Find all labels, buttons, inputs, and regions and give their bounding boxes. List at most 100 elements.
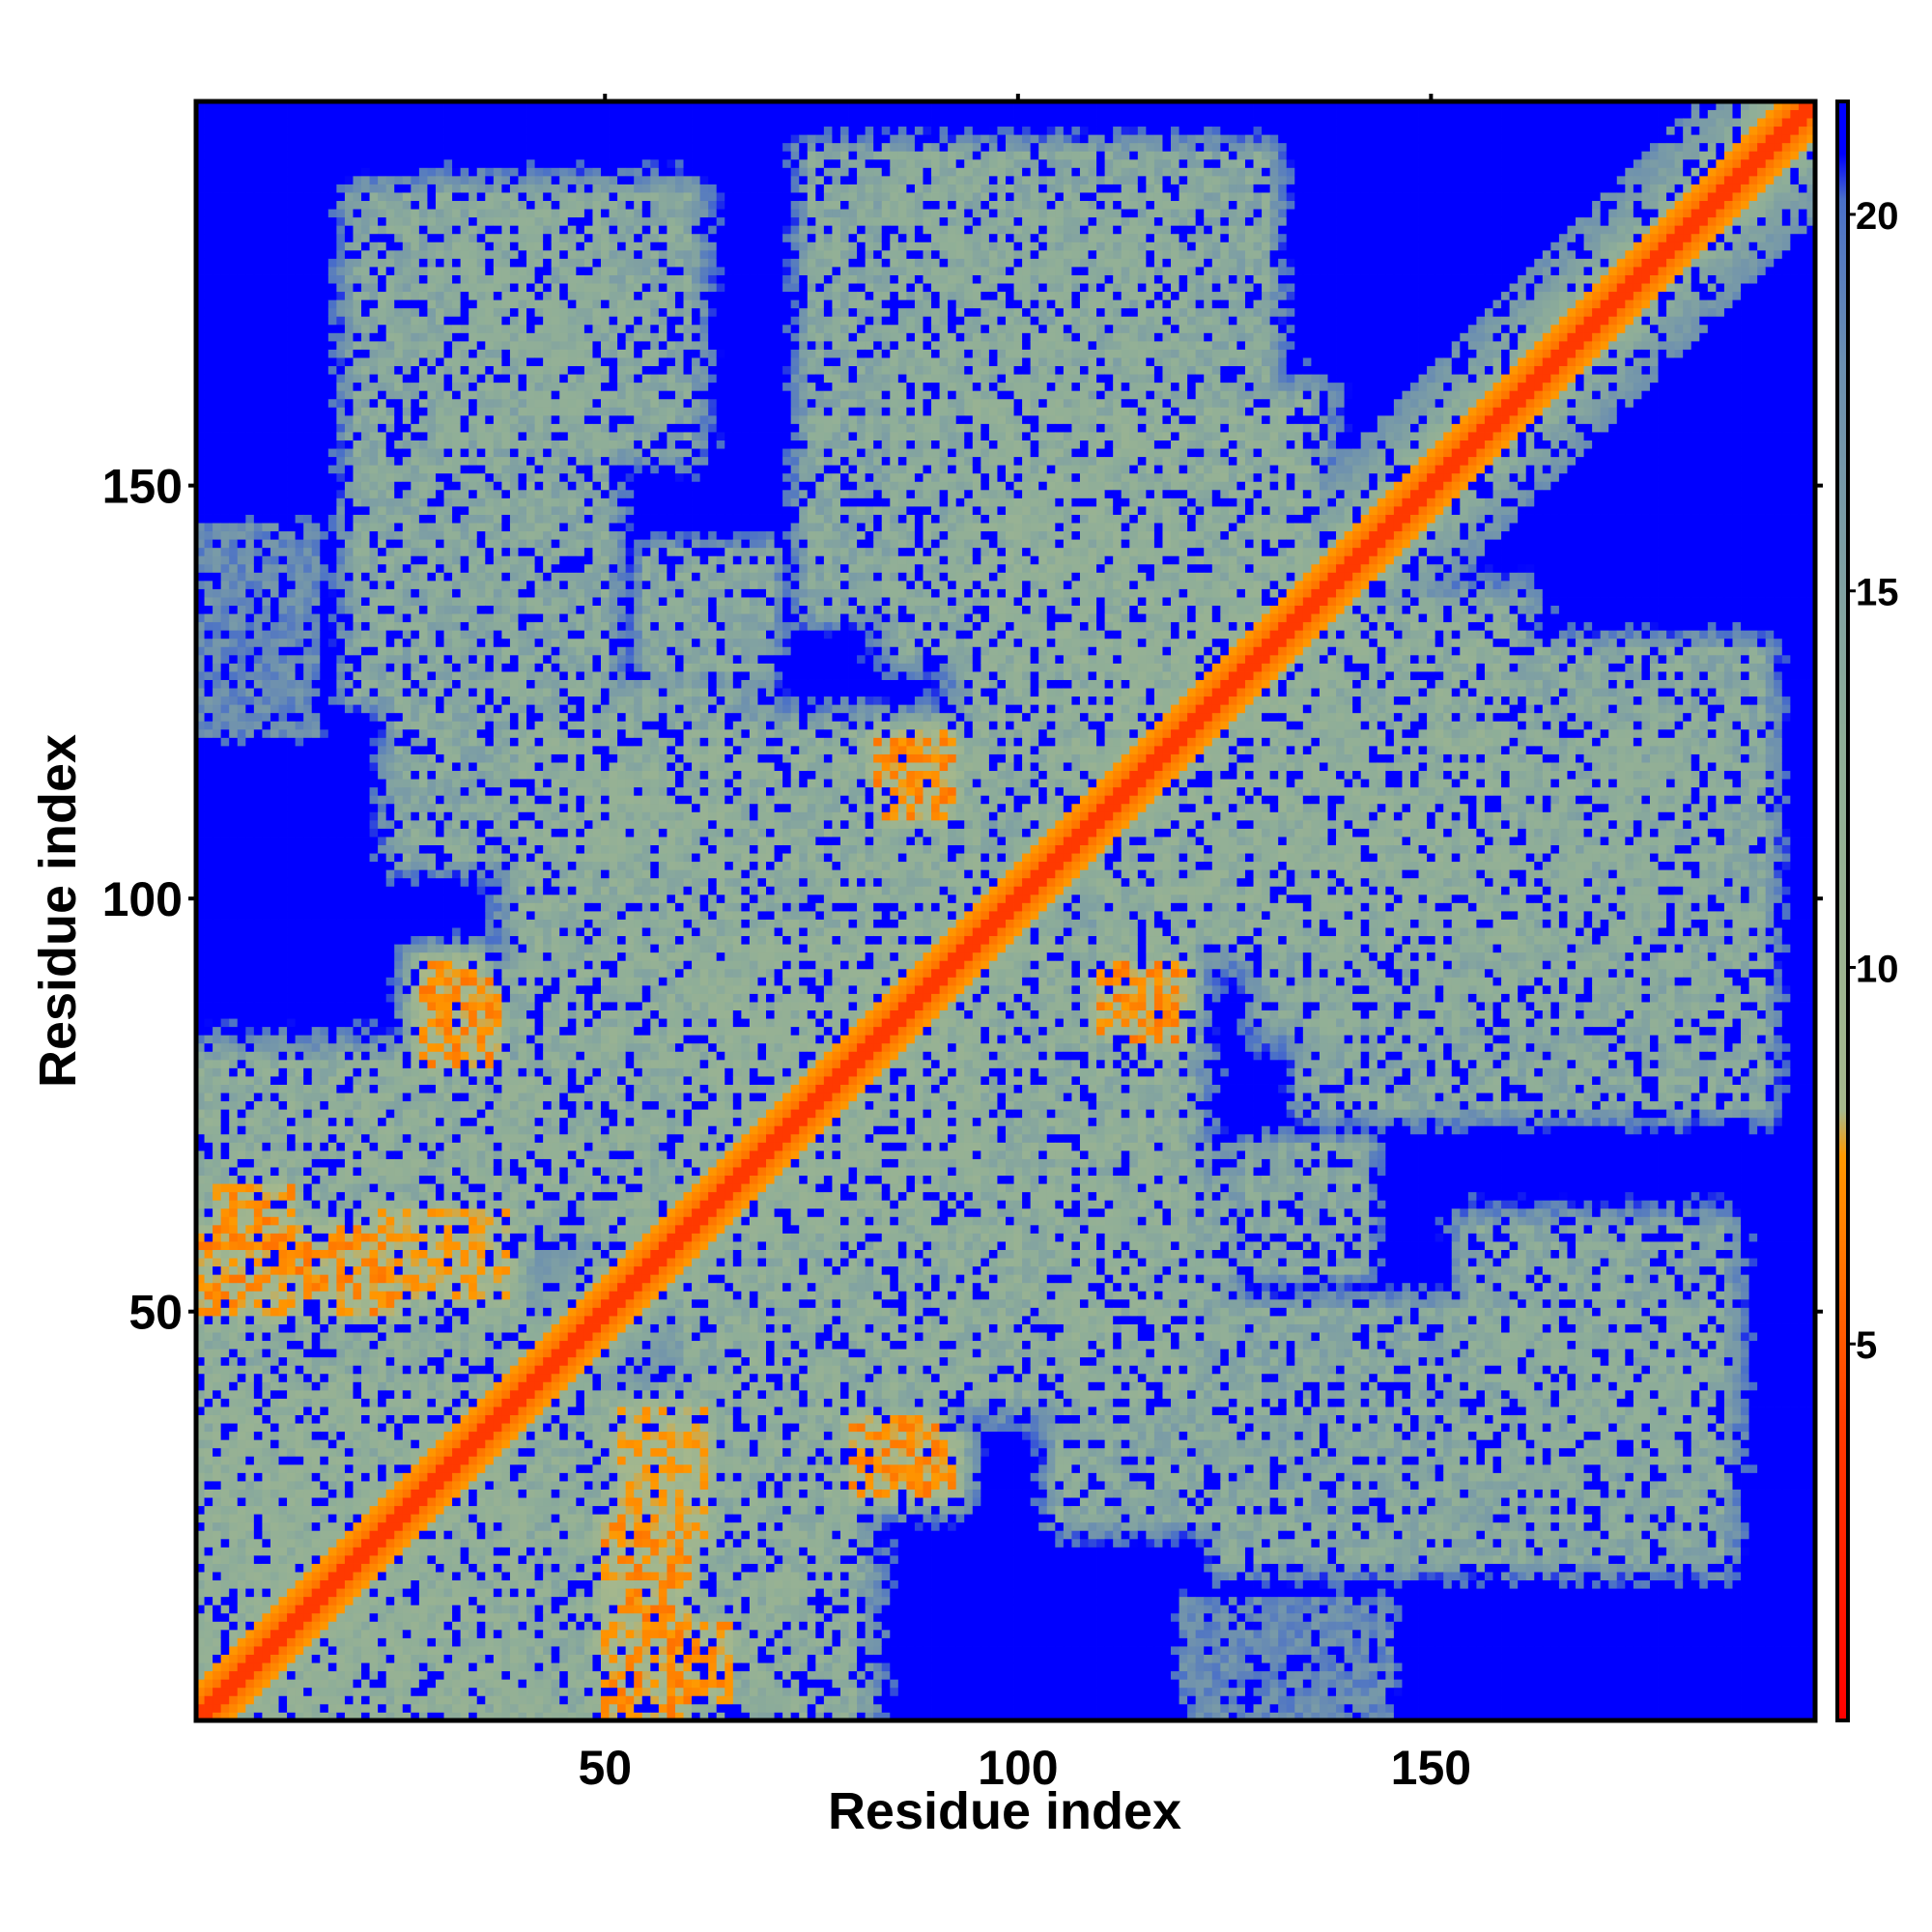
heatmap-cell [385,993,395,1003]
heatmap-cell [213,407,222,416]
heatmap-cell [311,688,321,697]
heatmap-cell [369,597,379,607]
heatmap-cell [270,1414,279,1424]
heatmap-cell [237,828,246,838]
heatmap-cell [336,1572,346,1581]
heatmap-cell [344,1018,354,1028]
heatmap-cell [402,1514,412,1523]
heatmap-cell [327,1463,337,1473]
heatmap-cell [369,1093,379,1102]
heatmap-cell [213,1439,222,1449]
heatmap-cell [361,1093,370,1102]
heatmap-cell [320,911,329,920]
heatmap-cell [270,844,279,854]
heatmap-cell [378,1687,387,1696]
heatmap-cell [213,1505,222,1515]
heatmap-cell [262,1563,271,1573]
heatmap-cell [336,514,346,524]
heatmap-cell [213,1349,222,1358]
heatmap-cell [344,530,354,540]
heatmap-cell [278,1489,288,1498]
heatmap-cell [213,448,222,458]
heatmap-cell [295,134,304,144]
heatmap-cell [361,1233,370,1242]
heatmap-cell [287,1654,297,1663]
heatmap-cell [369,1712,379,1721]
heatmap-cell [402,927,412,937]
heatmap-cell [262,1679,271,1689]
heatmap-cell [270,919,279,928]
heatmap-cell [253,283,263,293]
heatmap-cell [213,613,222,623]
heatmap-cell [385,1356,395,1366]
heatmap-cell [303,374,313,384]
heatmap-cell [270,423,279,433]
heatmap-cell [344,1389,354,1399]
heatmap-cell [303,225,313,235]
heatmap-cell [385,1621,395,1631]
heatmap-cell [320,1654,329,1663]
heatmap-cell [204,274,213,284]
heatmap-cell [204,267,213,275]
heatmap-cell [353,877,362,887]
heatmap-cell [245,869,255,879]
heatmap-cell [237,1538,246,1548]
heatmap-cell [229,465,239,474]
heatmap-cell [204,737,213,747]
heatmap-cell [385,886,395,895]
heatmap-cell [402,1563,412,1573]
heatmap-cell [327,1042,337,1052]
heatmap-cell [220,423,230,433]
heatmap-cell [262,118,271,128]
heatmap-cell [204,324,213,333]
heatmap-cell [320,1472,329,1482]
heatmap-cell [253,663,263,672]
heatmap-cell [204,414,213,424]
heatmap-cell [344,877,354,887]
heatmap-cell [270,837,279,845]
heatmap-cell [196,1687,205,1696]
heatmap-cell [295,1332,304,1342]
heatmap-cell [262,1605,271,1614]
heatmap-cell [237,1067,246,1077]
heatmap-cell [270,1463,279,1473]
heatmap-cell [344,960,354,970]
heatmap-cell [394,349,404,358]
heatmap-cell [270,414,279,424]
heatmap-cell [369,465,379,474]
heatmap-cell [229,1323,239,1333]
heatmap-cell [378,1373,387,1382]
heatmap-cell [245,1621,255,1631]
heatmap-cell [327,1514,337,1523]
heatmap-cell [378,332,387,342]
heatmap-cell [311,1224,321,1234]
heatmap-cell [327,357,337,367]
heatmap-cell [344,1472,354,1482]
heatmap-cell [287,688,297,697]
heatmap-cell [361,1456,370,1465]
heatmap-cell [204,1316,213,1324]
heatmap-cell [204,1505,213,1515]
heatmap-cell [320,1026,329,1036]
heatmap-cell [262,597,271,607]
heatmap-cell [237,1629,246,1638]
heatmap-cell [344,911,354,920]
heatmap-cell [385,324,395,333]
heatmap-cell [378,242,387,251]
heatmap-cell [394,1514,404,1523]
heatmap-cell [287,819,297,829]
heatmap-cell [295,1389,304,1399]
heatmap-cell [311,1109,321,1119]
heatmap-cell [344,233,354,242]
heatmap-cell [287,126,297,135]
heatmap-cell [361,1298,370,1308]
heatmap-cell [353,630,362,639]
heatmap-cell [245,448,255,458]
heatmap-cell [402,1463,412,1473]
heatmap-cell [320,894,329,903]
heatmap-cell [320,621,329,631]
heatmap-cell [336,1093,346,1102]
heatmap-cell [378,365,387,375]
heatmap-cell [369,671,379,680]
heatmap-cell [295,1554,304,1564]
